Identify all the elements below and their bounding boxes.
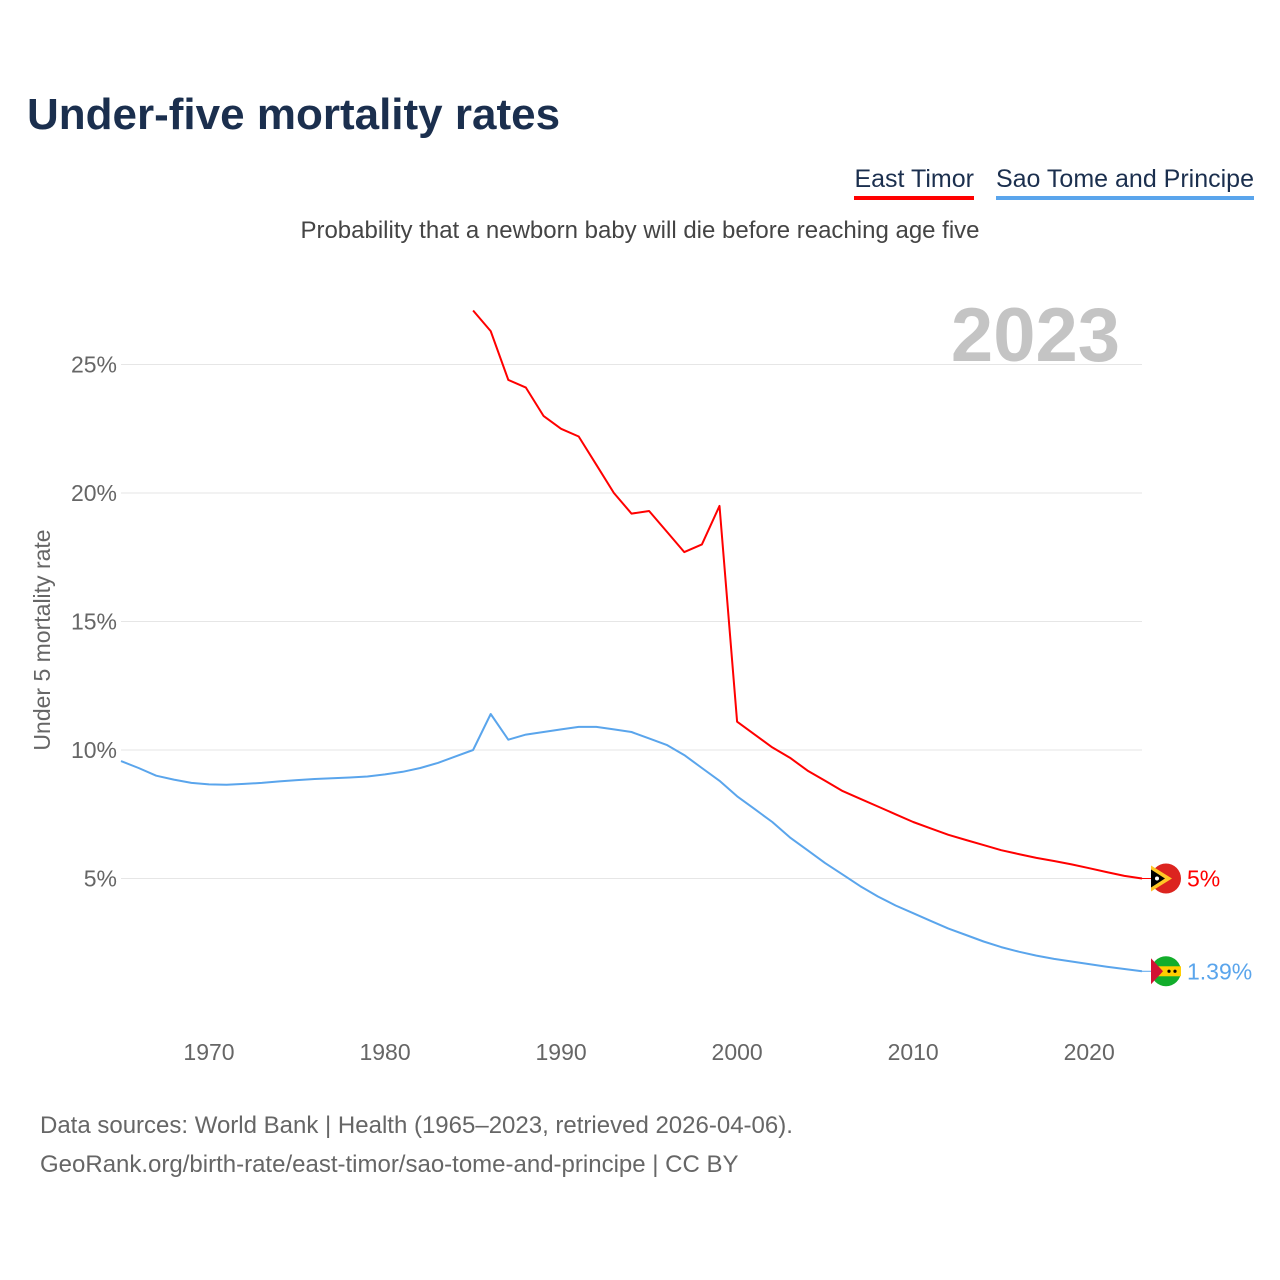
legend-east-timor[interactable]: East Timor	[854, 165, 974, 200]
source-line-2[interactable]: GeoRank.org/birth-rate/east-timor/sao-to…	[40, 1151, 739, 1178]
sao-tome-flag-icon	[1173, 969, 1177, 973]
series-line-sao-tome	[120, 713, 1143, 973]
series-line-east-timor	[472, 309, 1143, 880]
y-axis-label: Under 5 mortality rate	[29, 529, 55, 750]
year-watermark: 2023	[951, 293, 1120, 378]
x-tick-label: 2010	[888, 1039, 939, 1065]
sao-tome-flag-icon	[1151, 958, 1163, 985]
chart-subtitle: Probability that a newborn baby will die…	[300, 217, 980, 244]
y-tick-label: 20%	[71, 480, 117, 506]
east-timor-flag-icon	[1155, 876, 1159, 881]
chart-title: Under-five mortality rates	[27, 90, 561, 139]
y-tick-label: 15%	[71, 609, 117, 635]
y-tick-label: 25%	[71, 352, 117, 378]
end-value-label: 5%	[1187, 866, 1220, 892]
legend-sao-tome[interactable]: Sao Tome and Principe	[995, 165, 1254, 200]
x-tick-label: 2000	[712, 1039, 763, 1065]
x-tick-label: 2020	[1064, 1039, 1115, 1065]
source-line-1: Data sources: World Bank | Health (1965–…	[40, 1112, 793, 1139]
sao-tome-flag-icon	[1151, 966, 1181, 977]
source-note: Data sources: World Bank | Health (1965–…	[40, 1106, 793, 1184]
sao-tome-flag-icon	[1167, 969, 1171, 973]
y-tick-label: 10%	[71, 737, 117, 763]
x-tick-label: 1970	[183, 1039, 234, 1065]
x-tick-label: 1990	[536, 1039, 587, 1065]
legend: East Timor Sao Tome and Principe	[854, 165, 1254, 200]
x-tick-label: 1980	[359, 1039, 410, 1065]
y-tick-label: 5%	[84, 866, 117, 892]
end-value-label: 1.39%	[1187, 958, 1252, 984]
